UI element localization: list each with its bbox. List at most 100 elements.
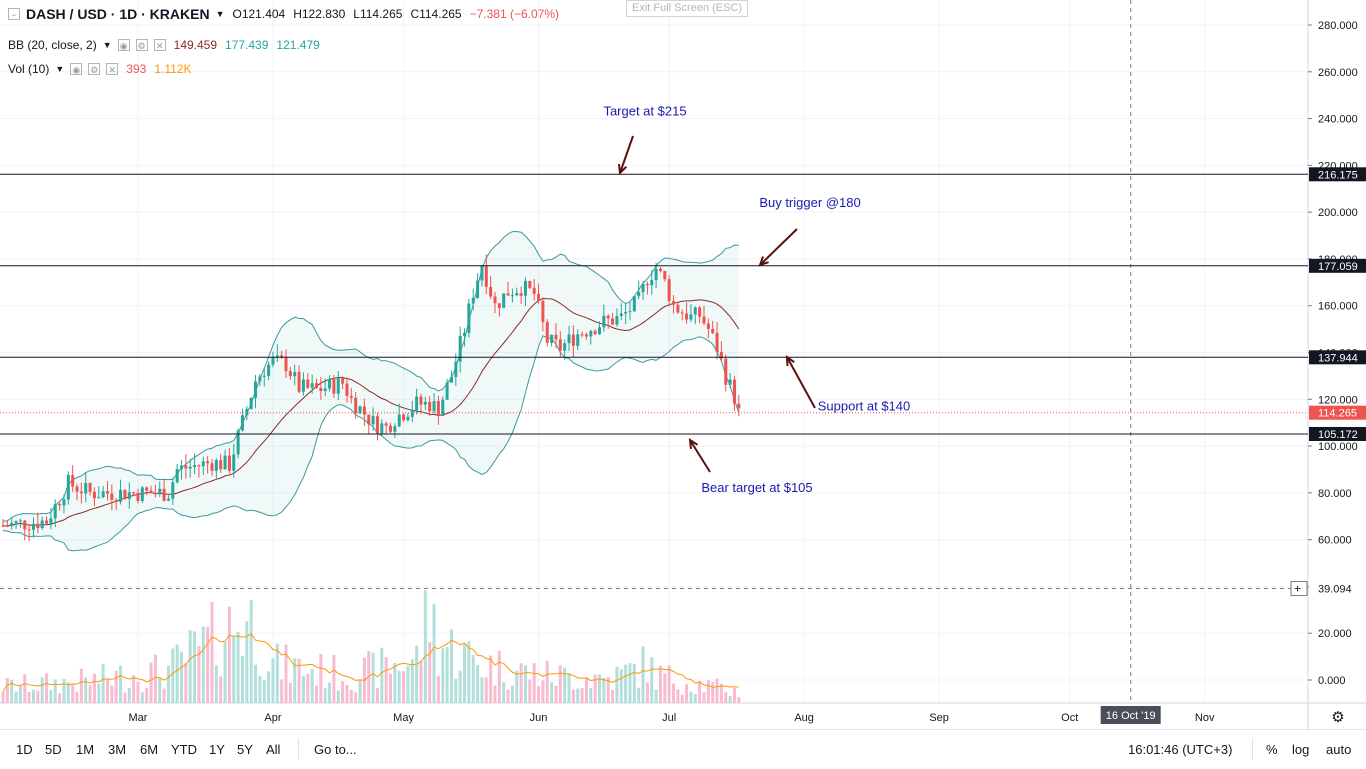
timeframe-all[interactable]: All bbox=[266, 742, 281, 757]
volume-bar bbox=[645, 682, 649, 703]
candle-body bbox=[97, 497, 101, 499]
collapse-icon[interactable]: − bbox=[8, 8, 20, 20]
chart-grid bbox=[0, 0, 1366, 729]
timeframe-1y[interactable]: 1Y bbox=[209, 742, 225, 757]
candle-body bbox=[676, 304, 680, 313]
annotation-arrowhead bbox=[688, 438, 699, 450]
price-chart[interactable]: Target at $215 Buy trigger @180 Support at… bbox=[0, 0, 1366, 729]
candle-body bbox=[663, 270, 667, 280]
clock-display[interactable]: 16:01:46 (UTC+3) bbox=[1128, 742, 1233, 757]
candle-body bbox=[567, 334, 571, 344]
volume-bar bbox=[471, 655, 475, 703]
candle-body bbox=[123, 489, 127, 500]
candle-body bbox=[458, 335, 462, 362]
candle-body bbox=[576, 334, 580, 346]
volume-bar bbox=[654, 689, 658, 703]
horizontal-levels[interactable] bbox=[0, 173, 1308, 435]
log-toggle[interactable]: log bbox=[1292, 742, 1310, 757]
timeframe-5d[interactable]: 5D bbox=[45, 742, 62, 757]
timeframe-1m[interactable]: 1M bbox=[76, 742, 95, 757]
volume-bar bbox=[397, 670, 401, 703]
last-price-badge bbox=[1309, 405, 1366, 420]
exit-fullscreen-button[interactable]: Exit Full Screen (ESC) bbox=[626, 0, 748, 17]
bb-upper-line bbox=[2, 230, 739, 522]
candle-body bbox=[449, 376, 453, 383]
chevron-down-icon[interactable]: ▼ bbox=[55, 64, 65, 74]
gear-icon[interactable]: ⚙ bbox=[88, 63, 101, 75]
candle-body bbox=[389, 425, 393, 432]
volume-bar bbox=[275, 643, 279, 703]
volume-bar bbox=[323, 688, 327, 703]
candle-body bbox=[667, 279, 671, 302]
close-icon[interactable]: ✕ bbox=[153, 39, 166, 51]
volume-bar bbox=[611, 690, 615, 703]
candle-body bbox=[132, 492, 136, 494]
volume-bar bbox=[719, 683, 723, 703]
timeframe-ytd[interactable]: YTD bbox=[171, 742, 197, 757]
candle-body bbox=[27, 529, 31, 531]
volume-bar bbox=[162, 688, 166, 703]
candle-body bbox=[288, 371, 292, 377]
percent-toggle[interactable]: % bbox=[1266, 742, 1278, 757]
timeframe-1d[interactable]: 1D bbox=[16, 742, 33, 757]
chevron-down-icon[interactable]: ▼ bbox=[102, 40, 112, 50]
bb-name[interactable]: BB (20, close, 2) bbox=[8, 38, 97, 52]
volume-bar bbox=[288, 682, 292, 703]
candle-body bbox=[719, 352, 723, 359]
eye-icon[interactable]: ◉ bbox=[117, 39, 130, 51]
volume-bar bbox=[689, 691, 693, 703]
volume-bar bbox=[545, 660, 549, 703]
volume-bar bbox=[432, 603, 436, 703]
candle-body bbox=[236, 430, 240, 455]
candle-body bbox=[537, 293, 541, 301]
volume-bar bbox=[214, 665, 218, 703]
close-icon[interactable]: ✕ bbox=[106, 63, 119, 75]
candle-body bbox=[341, 378, 345, 384]
level-badge bbox=[1309, 426, 1366, 441]
gear-icon[interactable]: ⚙ bbox=[135, 39, 148, 51]
candle-body bbox=[297, 371, 301, 392]
ohlc-change: −7.381 (−6.07%) bbox=[469, 7, 559, 21]
timeframe-6m[interactable]: 6M bbox=[140, 742, 159, 757]
volume-bar bbox=[75, 691, 79, 703]
volume-bar bbox=[227, 606, 231, 703]
timeframe-3m[interactable]: 3M bbox=[108, 742, 127, 757]
candle-body bbox=[637, 292, 641, 297]
candle-body bbox=[140, 487, 144, 502]
auto-toggle[interactable]: auto bbox=[1326, 742, 1352, 757]
chart-annotations[interactable]: Target at $215 Buy trigger @180 Support at… bbox=[603, 104, 910, 496]
volume-bar bbox=[563, 667, 567, 703]
symbol-title[interactable]: DASH / USD · 1D · KRAKEN bbox=[26, 6, 210, 22]
candle-body bbox=[698, 307, 702, 317]
candle-body bbox=[119, 489, 123, 502]
candle-body bbox=[314, 383, 318, 388]
candle-body bbox=[471, 297, 475, 304]
goto-button[interactable]: Go to... bbox=[314, 742, 357, 757]
time-label: May bbox=[393, 712, 414, 724]
volume-bar bbox=[136, 681, 140, 703]
volume-bar bbox=[506, 689, 510, 703]
candle-body bbox=[71, 474, 75, 487]
time-axis[interactable]: Mar Apr May Jun Jul Aug Sep Oct Nov 16 Oct '19 ⚙ bbox=[128, 706, 1345, 726]
volume-bar bbox=[271, 658, 275, 703]
timeframe-5y[interactable]: 5Y bbox=[237, 742, 253, 757]
volume-bar bbox=[602, 677, 606, 703]
eye-icon[interactable]: ◉ bbox=[70, 63, 83, 75]
price-axis[interactable]: 280.000260.000240.000220.000200.000180.0… bbox=[1290, 20, 1366, 687]
volume-bar bbox=[515, 670, 519, 703]
volume-bar bbox=[619, 669, 623, 703]
vol-name[interactable]: Vol (10) bbox=[8, 62, 50, 76]
candle-body bbox=[706, 323, 710, 329]
candle-body bbox=[362, 406, 366, 415]
volume-bar bbox=[140, 692, 144, 703]
volume-bar bbox=[101, 664, 105, 703]
candle-body bbox=[267, 364, 271, 376]
candle-body bbox=[158, 488, 162, 494]
chevron-down-icon[interactable]: ▼ bbox=[215, 9, 225, 19]
volume-bar bbox=[62, 678, 66, 703]
volume-bar bbox=[188, 630, 192, 703]
candle-body bbox=[92, 491, 96, 499]
candle-body bbox=[5, 525, 9, 527]
volume-bar bbox=[110, 685, 114, 703]
volume-bar bbox=[502, 682, 506, 703]
